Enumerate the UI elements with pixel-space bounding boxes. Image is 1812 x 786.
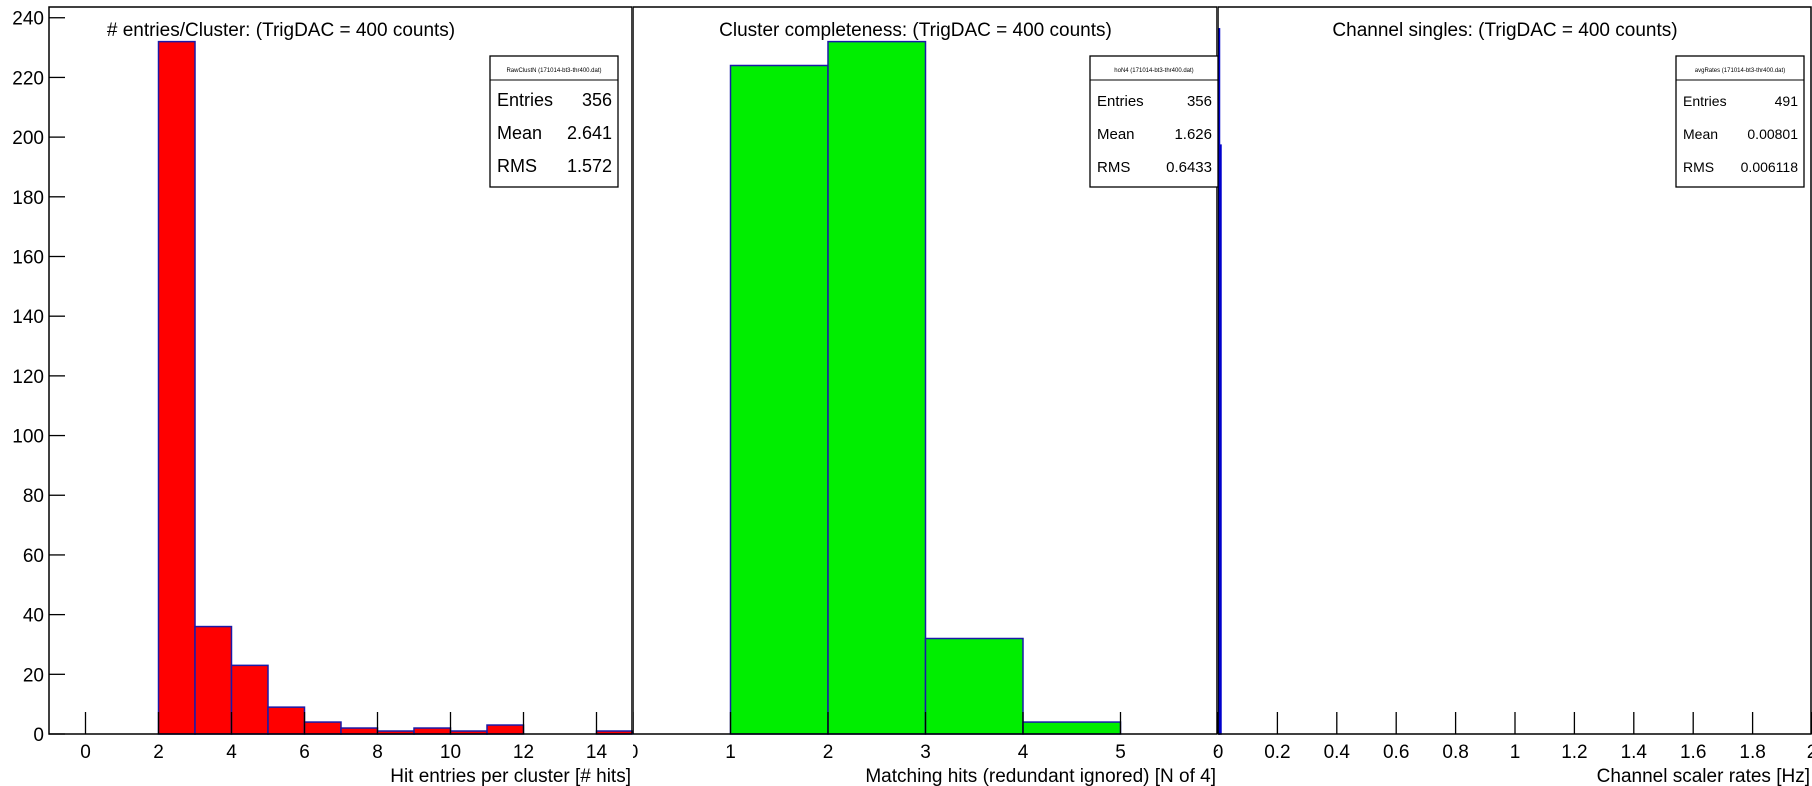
x-tick-label: 2 <box>1807 742 1812 763</box>
x-tick-label: 2 <box>153 742 164 763</box>
y-tick-label: 220 <box>12 68 44 89</box>
x-tick-label: 10 <box>440 742 461 763</box>
x-tick-label: 1.2 <box>1561 742 1587 763</box>
stats-value: 491 <box>1775 93 1799 109</box>
x-tick-label: 1.4 <box>1621 742 1648 763</box>
stats-value: 0.6433 <box>1166 159 1212 176</box>
stats-name: hoN4 (171014-bt3-thr400.dat) <box>1114 68 1193 74</box>
stats-box <box>489 55 619 188</box>
stats-value: 0.00801 <box>1747 126 1798 142</box>
x-tick-label: 0 <box>80 742 91 763</box>
x-tick-label: 0.8 <box>1442 742 1468 763</box>
histogram-bar <box>1218 144 1222 735</box>
histogram-bar <box>157 40 196 735</box>
y-tick-label: 200 <box>12 128 44 149</box>
histogram-bar <box>729 64 829 735</box>
stats-value: 1.572 <box>567 156 612 176</box>
x-tick-label: 6 <box>1213 742 1218 763</box>
stats-value: 356 <box>1187 93 1212 110</box>
stats-label: RMS <box>1683 159 1714 175</box>
histogram-bar <box>924 637 1024 735</box>
stats-label: Mean <box>1097 126 1135 143</box>
y-tick-label: 20 <box>23 665 44 686</box>
stats-label: Entries <box>497 90 553 110</box>
x-tick-label: 0.4 <box>1324 742 1351 763</box>
y-tick-label: 180 <box>12 188 44 209</box>
stats-label: Mean <box>1683 126 1718 142</box>
chart-title: Cluster completeness: (TrigDAC = 400 cou… <box>719 20 1112 41</box>
chart-title: # entries/Cluster: (TrigDAC = 400 counts… <box>107 20 455 41</box>
histogram-bar <box>303 721 342 735</box>
x-tick-label: 8 <box>372 742 383 763</box>
y-tick-label: 240 <box>12 9 44 30</box>
x-tick-label: 1.8 <box>1739 742 1765 763</box>
x-tick-label: 0 <box>633 742 638 763</box>
x-tick-label: 0.6 <box>1383 742 1409 763</box>
stats-label: RMS <box>1097 159 1130 176</box>
y-tick-label: 80 <box>23 486 44 507</box>
pad: 0 2 4 6 8 10 12 1402040608010012014016018020022… <box>12 6 633 786</box>
stats-value: 1.626 <box>1174 126 1212 143</box>
x-tick-label: 3 <box>920 742 931 763</box>
histogram-bar <box>486 724 525 735</box>
y-tick-label: 160 <box>12 247 44 268</box>
histogram-bar <box>230 664 269 735</box>
x-tick-label: 1 <box>1510 742 1521 763</box>
stats-value: 0.006118 <box>1741 159 1799 175</box>
x-tick-label: 6 <box>299 742 310 763</box>
y-tick-label: 0 <box>33 725 44 746</box>
stats-box <box>1089 55 1218 188</box>
x-axis-label: Channel scaler rates [Hz] <box>1597 766 1810 786</box>
y-tick-label: 60 <box>23 546 44 567</box>
stats-name: avgRates (171014-bt3-thr400.dat) <box>1695 68 1785 74</box>
pad: 0 1 2 3 4 5 6 Cluster completeness: (TrigDAC = … <box>633 6 1218 786</box>
histogram-bar <box>194 625 233 735</box>
histogram-bar <box>340 727 379 735</box>
chart-title: Channel singles: (TrigDAC = 400 counts) <box>1332 20 1677 41</box>
pad: 0 0.2 0.4 0.6 0.8 1 1.2 1.4 1.6 1.8 2 Channel singl… <box>1218 6 1812 786</box>
x-axis-label: Hit entries per cluster [# hits] <box>390 766 631 786</box>
stats-label: Mean <box>497 123 542 143</box>
x-tick-label: 0 <box>1218 742 1223 763</box>
histogram-bar <box>267 706 306 735</box>
histogram-bar <box>413 727 452 735</box>
stats-value: 2.641 <box>567 123 612 143</box>
x-tick-label: 4 <box>226 742 237 763</box>
x-tick-label: 4 <box>1018 742 1029 763</box>
stats-label: RMS <box>497 156 537 176</box>
x-tick-label: 1.6 <box>1680 742 1706 763</box>
stats-box <box>1675 55 1805 188</box>
x-tick-label: 2 <box>823 742 834 763</box>
y-tick-label: 140 <box>12 307 44 328</box>
x-axis-label: Matching hits (redundant ignored) [N of … <box>865 766 1216 786</box>
stats-name: RawClustN (171014-bt3-thr400.dat) <box>506 68 601 74</box>
x-tick-label: 14 <box>586 742 608 763</box>
stats-value: 356 <box>582 90 612 110</box>
histogram-bar <box>1022 721 1122 735</box>
y-tick-label: 40 <box>23 606 44 627</box>
y-tick-label: 120 <box>12 367 44 388</box>
y-tick-label: 100 <box>12 427 44 448</box>
histogram-bar <box>827 40 927 735</box>
frame <box>48 6 633 735</box>
x-tick-label: 5 <box>1115 742 1126 763</box>
x-tick-label: 1 <box>725 742 736 763</box>
x-tick-label: 0.2 <box>1264 742 1290 763</box>
stats-label: Entries <box>1097 93 1144 110</box>
x-tick-label: 12 <box>513 742 534 763</box>
stats-label: Entries <box>1683 93 1727 109</box>
